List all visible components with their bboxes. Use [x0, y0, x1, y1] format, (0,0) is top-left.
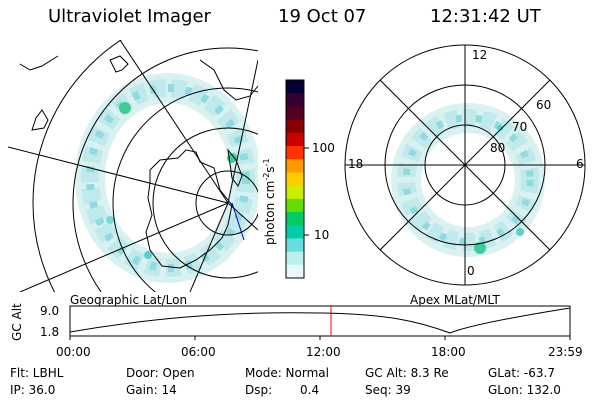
timeline-tick-2: 12:00: [306, 345, 341, 359]
colorbar-segment: [286, 159, 304, 173]
left-auroral-oval: [75, 73, 258, 283]
colorbar-segment: [286, 238, 304, 253]
nadir-line: [231, 202, 245, 241]
colorbar-segment: [286, 212, 304, 226]
dsp-label: Dsp:: [245, 383, 273, 397]
mlt-6-label: 6: [576, 157, 584, 171]
orbit-timeline: [69, 305, 571, 340]
mlt-18-label: 18: [348, 157, 364, 171]
mlt-0-label: 0: [467, 264, 475, 278]
filter-status: Flt: LBHL: [10, 366, 64, 380]
door-status: Door: Open: [126, 366, 195, 380]
colorbar-segment: [286, 264, 304, 279]
colorbar-segment: [286, 146, 304, 160]
mlt-12-label: 12: [472, 48, 488, 62]
colorbar-segment: [286, 106, 304, 121]
gain-status: Gain: 14: [126, 383, 177, 397]
colorbar-segment: [286, 132, 304, 147]
colorbar-segment: [286, 225, 304, 239]
ip-status: IP: 36.0: [10, 383, 56, 397]
glat-status: GLat: -63.7: [488, 366, 555, 380]
colorbar-tick-100: 100: [312, 141, 335, 155]
timeline-tick-3: 18:00: [431, 345, 466, 359]
colorbar: [285, 79, 309, 279]
colorbar-tick-10: 10: [314, 228, 330, 242]
lat-80-label: 80: [490, 141, 506, 155]
gc-alt-status: GC Alt: 8.3 Re: [365, 366, 449, 380]
colorbar-unit-label: photon cm-2s-1: [262, 158, 277, 245]
colorbar-segment: [286, 172, 304, 187]
timeline-tick-1: 06:00: [181, 345, 216, 359]
instrument-title: Ultraviolet Imager: [48, 6, 211, 27]
colorbar-segment: [286, 119, 304, 134]
altitude-curve: [69, 307, 571, 334]
geographic-map: [8, 40, 258, 292]
dsp-value: 0.4: [300, 383, 320, 397]
left-panel-label: Geographic Lat/Lon: [70, 293, 188, 307]
colorbar-segment: [286, 80, 304, 94]
seq-status: Seq: 39: [365, 383, 411, 397]
timeline-tick-4: 23:59: [548, 345, 583, 359]
timeline-axis-label: GC Alt: [10, 303, 24, 341]
lat-70-label: 70: [512, 120, 528, 134]
timeline-tick-0: 00:00: [56, 345, 91, 359]
time-label: 12:31:42 UT: [430, 6, 541, 27]
colorbar-segment: [286, 93, 304, 107]
lat-grid: [32, 40, 258, 292]
right-auroral-oval: [391, 103, 545, 257]
mode-status: Mode: Normal: [245, 366, 329, 380]
colorbar-segment: [286, 251, 304, 266]
colorbar-segment: [286, 185, 304, 200]
colorbar-segment: [286, 198, 304, 213]
right-panel-label: Apex MLat/MLT: [410, 293, 500, 307]
coastlines: [19, 55, 258, 269]
timeline-y-high: 9.0: [40, 304, 60, 318]
timeline-y-low: 1.8: [40, 325, 60, 339]
lat-60-label: 60: [536, 98, 552, 112]
mlat-mlt-plot: [344, 44, 586, 286]
date-label: 19 Oct 07: [278, 6, 367, 27]
glon-status: GLon: 132.0: [488, 383, 561, 397]
